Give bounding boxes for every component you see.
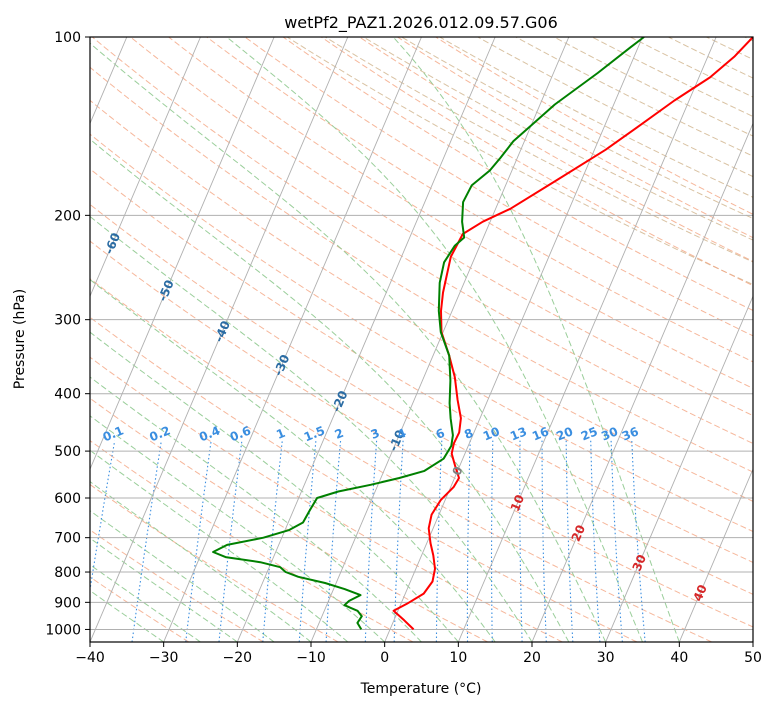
chart-title: wetPf2_PAZ1.2026.012.09.57.G06	[284, 13, 558, 33]
y-tick-label: 500	[54, 444, 81, 460]
x-tick-label: −40	[75, 650, 105, 666]
x-axis-label: Temperature (°C)	[360, 681, 482, 697]
y-tick-label: 300	[54, 313, 81, 329]
y-tick-label: 600	[54, 491, 81, 507]
x-tick-label: 0	[380, 650, 389, 666]
x-tick-label: 10	[449, 650, 467, 666]
y-tick-label: 100	[54, 30, 81, 46]
x-tick-label: 30	[597, 650, 615, 666]
x-tick-label: −10	[296, 650, 326, 666]
x-tick-label: −20	[223, 650, 253, 666]
x-tick-label: 40	[670, 650, 688, 666]
y-tick-label: 1000	[45, 622, 81, 638]
y-axis-label: Pressure (hPa)	[12, 289, 28, 389]
y-tick-label: 700	[54, 531, 81, 547]
x-tick-label: 50	[744, 650, 762, 666]
y-tick-label: 400	[54, 387, 81, 403]
y-tick-label: 800	[54, 565, 81, 581]
x-tick-label: −30	[149, 650, 179, 666]
y-tick-label: 200	[54, 208, 81, 224]
y-tick-label: 900	[54, 595, 81, 611]
x-tick-label: 20	[523, 650, 541, 666]
